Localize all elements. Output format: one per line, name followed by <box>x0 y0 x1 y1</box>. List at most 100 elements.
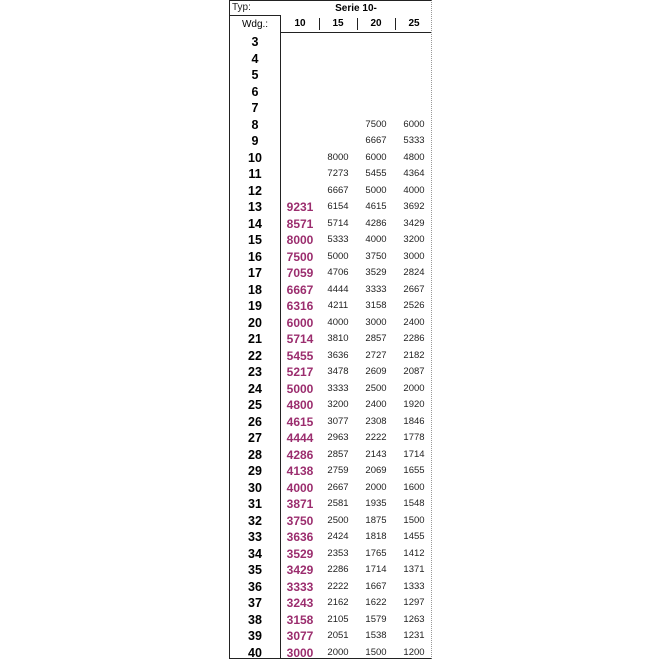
column-header-15: 15 <box>319 18 357 29</box>
table-cell: 5333 <box>319 232 357 249</box>
table-cell: 4615 <box>357 199 395 216</box>
table-cell: 4706 <box>319 265 357 282</box>
table-cell: 4615 <box>281 414 319 431</box>
table-cell: 5455 <box>357 166 395 183</box>
winding-count: 11 <box>230 166 280 183</box>
table-cell: 6667 <box>281 282 319 299</box>
table-cell: 1778 <box>395 430 433 447</box>
table-row: 4 <box>230 51 433 68</box>
table-cell: 3077 <box>281 628 319 645</box>
table-cell: 1500 <box>357 645 395 661</box>
winding-count: 31 <box>230 496 280 513</box>
table-cell: 2162 <box>319 595 357 612</box>
table-cell: 3000 <box>281 645 319 661</box>
table-cell: 2857 <box>357 331 395 348</box>
winding-count: 36 <box>230 579 280 596</box>
winding-count: 27 <box>230 430 280 447</box>
table-cell: 5000 <box>319 249 357 266</box>
table-cell: 1622 <box>357 595 395 612</box>
table-cell: 1935 <box>357 496 395 513</box>
table-cell: 3333 <box>319 381 357 398</box>
table-cell: 1548 <box>395 496 433 513</box>
table-cell: 2424 <box>319 529 357 546</box>
table-cell: 3750 <box>281 513 319 530</box>
table-cell: 3636 <box>319 348 357 365</box>
table-cell: 3636 <box>281 529 319 546</box>
table-cell: 2727 <box>357 348 395 365</box>
table-cell: 2526 <box>395 298 433 315</box>
table-cell: 4286 <box>281 447 319 464</box>
table-cell: 5217 <box>281 364 319 381</box>
table-cell: 1667 <box>357 579 395 596</box>
table-cell: 2400 <box>395 315 433 332</box>
table-cell: 4000 <box>357 232 395 249</box>
table-cell: 3429 <box>395 216 433 233</box>
winding-count: 22 <box>230 348 280 365</box>
table-cell: 5714 <box>319 216 357 233</box>
table-cell: 5333 <box>395 133 433 150</box>
divider <box>357 18 358 30</box>
table-cell: 4800 <box>281 397 319 414</box>
table-cell: 2400 <box>357 397 395 414</box>
table-cell: 2824 <box>395 265 433 282</box>
winding-count: 20 <box>230 315 280 332</box>
table-cell: 1412 <box>395 546 433 563</box>
table-cell: 1875 <box>357 513 395 530</box>
winding-count: 30 <box>230 480 280 497</box>
table-cell: 3333 <box>281 579 319 596</box>
column-header-10: 10 <box>281 18 319 29</box>
table-cell: 3810 <box>319 331 357 348</box>
winding-count: 32 <box>230 513 280 530</box>
table-cell: 2182 <box>395 348 433 365</box>
table-cell: 1714 <box>395 447 433 464</box>
table-cell: 1655 <box>395 463 433 480</box>
table-cell: 1846 <box>395 414 433 431</box>
winding-count: 33 <box>230 529 280 546</box>
table-cell: 3000 <box>357 315 395 332</box>
table-cell: 7500 <box>281 249 319 266</box>
winding-count: 16 <box>230 249 280 266</box>
winding-count: 5 <box>230 67 280 84</box>
table-cell: 3529 <box>281 546 319 563</box>
table-cell: 2222 <box>357 430 395 447</box>
winding-count: 10 <box>230 150 280 167</box>
table-cell: 1818 <box>357 529 395 546</box>
winding-count: 8 <box>230 117 280 134</box>
table-cell: 2667 <box>319 480 357 497</box>
table-cell: 5455 <box>281 348 319 365</box>
table-cell: 2308 <box>357 414 395 431</box>
table-cell: 6316 <box>281 298 319 315</box>
table-cell: 2051 <box>319 628 357 645</box>
table-cell: 1920 <box>395 397 433 414</box>
table-cell: 1714 <box>357 562 395 579</box>
divider <box>319 18 320 30</box>
table-cell: 3200 <box>395 232 433 249</box>
table-cell: 3077 <box>319 414 357 431</box>
table-cell: 7500 <box>357 117 395 134</box>
table-cell: 1455 <box>395 529 433 546</box>
table-cell: 5000 <box>281 381 319 398</box>
table-cell: 7273 <box>319 166 357 183</box>
divider <box>230 15 281 16</box>
winding-count: 3 <box>230 34 280 51</box>
table-cell: 8571 <box>281 216 319 233</box>
table-cell: 8000 <box>319 150 357 167</box>
winding-count: 15 <box>230 232 280 249</box>
table-cell: 2143 <box>357 447 395 464</box>
table-cell: 6000 <box>281 315 319 332</box>
